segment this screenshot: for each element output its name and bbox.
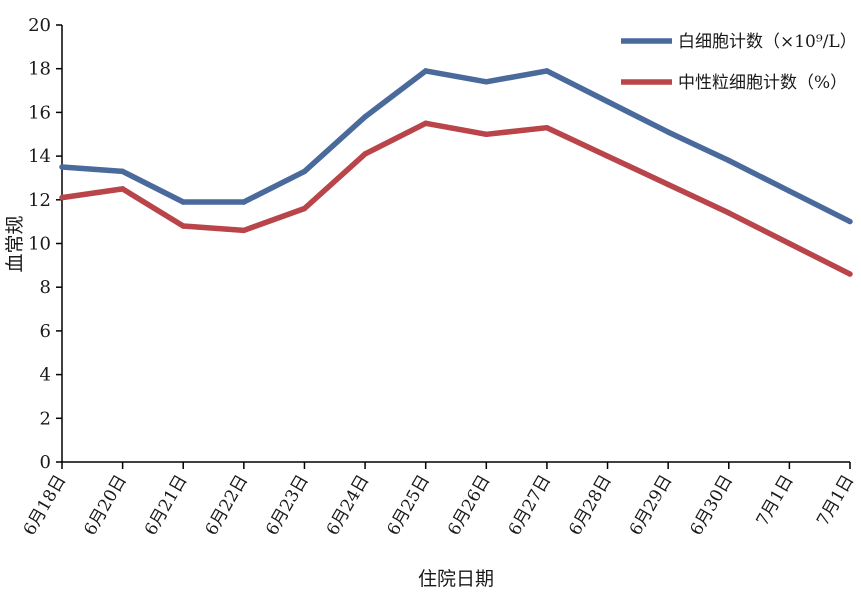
x-tick-label: 6月18日 <box>20 472 71 540</box>
series-line-0 <box>61 68 852 225</box>
x-tick-label: 6月24日 <box>323 472 374 540</box>
y-ticks: 0 2 4 6 8 10 12 14 16 18 20 <box>28 15 62 473</box>
y-tick-label: 20 <box>28 15 51 36</box>
data-point <box>241 199 247 205</box>
data-point <box>726 157 732 164</box>
legend: 白细胞计数（×10⁹/L） 中性粒细胞计数（%） <box>621 32 857 93</box>
data-point <box>59 194 65 201</box>
y-tick-label: 8 <box>40 277 51 298</box>
data-point <box>544 124 550 131</box>
data-point <box>362 114 368 120</box>
series-line-1 <box>61 120 852 277</box>
series-lines <box>59 68 853 277</box>
data-point <box>59 164 65 170</box>
x-tick-label: 6月25日 <box>383 472 434 540</box>
data-point <box>422 120 429 127</box>
x-ticks: 6月18日 6月20日 6月21日 6月22日 6月23日 6月24日 6月25日 6月26日… <box>20 462 858 540</box>
data-point <box>786 240 793 247</box>
x-tick-label: 6月22日 <box>202 472 253 540</box>
legend-label-wbc: 白细胞计数（×10⁹/L） <box>678 32 857 52</box>
data-point <box>483 79 490 85</box>
data-point <box>847 218 853 225</box>
x-tick-label: 6月23日 <box>262 472 313 540</box>
y-tick-label: 6 <box>40 321 51 342</box>
y-tick-label: 18 <box>28 59 51 80</box>
x-tick-label: 6月20日 <box>80 472 131 540</box>
y-tick-label: 10 <box>28 234 51 255</box>
data-point <box>544 68 550 74</box>
x-tick-label: 6月26日 <box>444 472 495 540</box>
data-point <box>180 199 186 205</box>
x-tick-label: 6月28日 <box>565 472 616 540</box>
x-tick-label: 6月29日 <box>626 472 677 540</box>
y-tick-label: 0 <box>40 452 51 473</box>
y-axis-title: 血常规 <box>4 215 26 272</box>
data-point <box>180 223 186 229</box>
x-tick-label: 6月30日 <box>687 472 738 540</box>
data-point <box>301 168 308 175</box>
data-point <box>483 131 490 138</box>
data-point <box>665 129 671 135</box>
data-point <box>726 210 732 216</box>
data-point <box>422 68 429 74</box>
x-tick-label: 7月1日 <box>813 472 858 530</box>
y-tick-label: 12 <box>28 190 51 211</box>
data-point <box>786 188 793 194</box>
x-tick-label: 6月21日 <box>141 472 192 540</box>
y-tick-label: 16 <box>28 102 51 123</box>
data-point <box>604 98 611 105</box>
data-point <box>847 271 853 277</box>
y-tick-label: 2 <box>40 408 51 429</box>
data-point <box>301 205 308 212</box>
y-tick-label: 4 <box>40 365 51 386</box>
x-tick-label: 7月1日 <box>753 472 798 530</box>
legend-label-neutrophil: 中性粒细胞计数（%） <box>678 73 847 93</box>
data-point <box>604 153 611 159</box>
x-tick-label: 6月27日 <box>505 472 556 540</box>
data-point <box>362 151 368 157</box>
data-point <box>665 181 671 188</box>
data-point <box>241 227 247 234</box>
x-axis-title: 住院日期 <box>418 568 494 590</box>
y-tick-label: 14 <box>28 146 51 167</box>
data-point <box>119 186 126 192</box>
data-point <box>119 168 126 175</box>
